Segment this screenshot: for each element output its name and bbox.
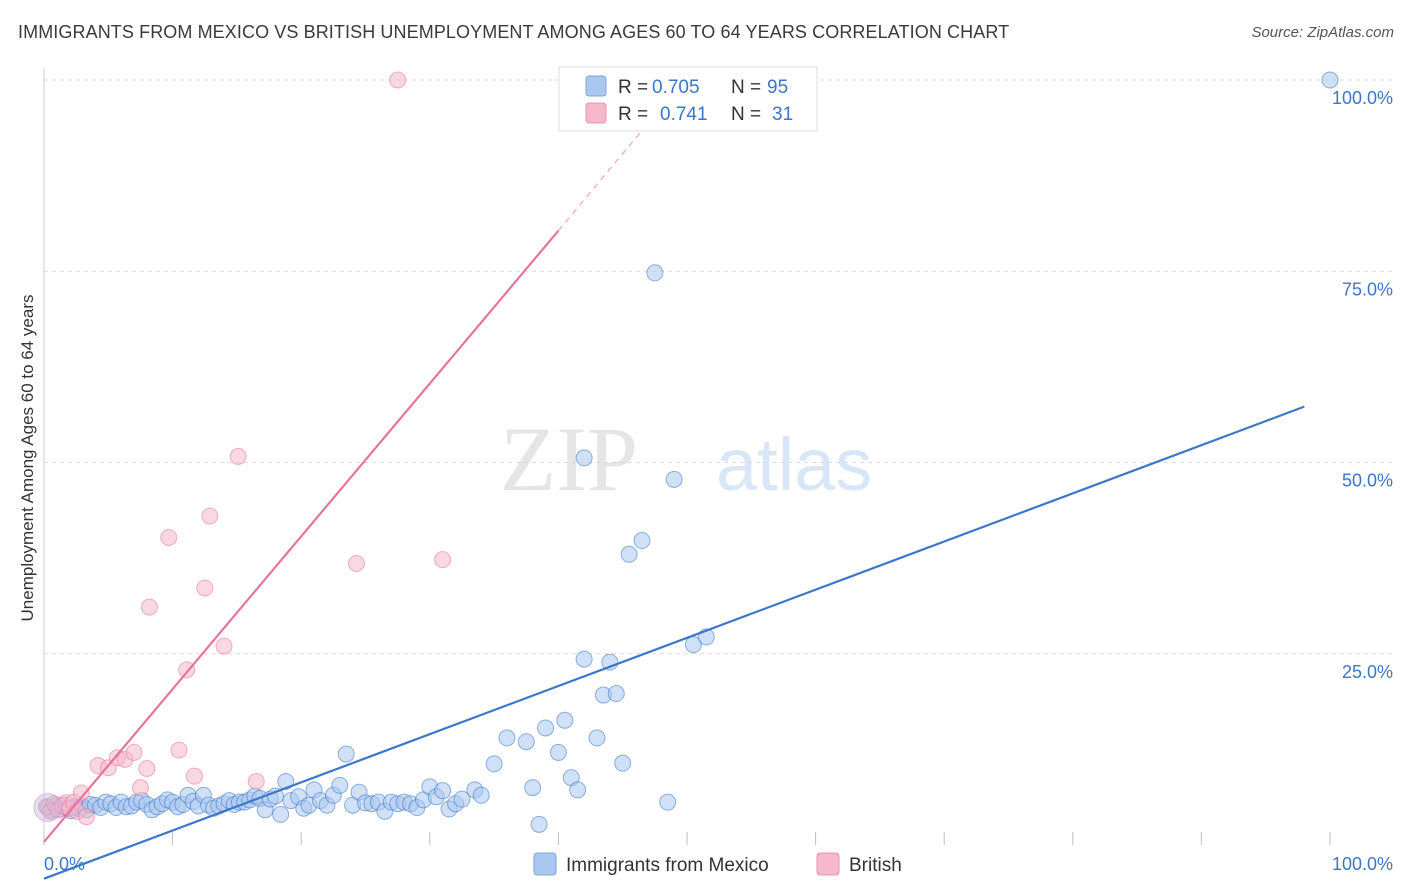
series-british <box>38 71 452 826</box>
point-mexico-91 <box>588 729 606 747</box>
legend-swatch-british <box>585 102 607 124</box>
point-british-21 <box>178 661 196 679</box>
point-mexico-83 <box>524 779 542 797</box>
y-tick-label-100: 100.0% <box>1332 88 1393 108</box>
point-mexico-86 <box>549 743 567 761</box>
point-mexico-59 <box>337 745 355 763</box>
point-mexico-103 <box>575 449 593 467</box>
trend-line-british <box>43 229 560 843</box>
point-mexico-80 <box>485 755 503 773</box>
point-british-30 <box>434 551 452 569</box>
legend-swatch-mexico <box>585 75 607 97</box>
legend-r-label-mexico: R = <box>618 77 648 98</box>
point-british-20 <box>170 741 188 759</box>
point-mexico-85 <box>537 719 555 737</box>
point-british-27 <box>247 773 265 791</box>
x-tick-label-max: 100.0% <box>1332 854 1393 874</box>
bottom-legend-label-mexico: Immigrants from Mexico <box>566 855 769 876</box>
point-british-23 <box>196 579 214 597</box>
trend-extension-british <box>557 130 643 232</box>
watermark-atlas: atlas <box>716 423 872 506</box>
point-british-10 <box>77 808 95 826</box>
point-british-17 <box>138 760 156 777</box>
bottom-legend-swatch-british <box>816 852 840 876</box>
point-mexico-77 <box>453 790 471 808</box>
point-mexico-100 <box>665 470 683 488</box>
point-british-19 <box>160 528 178 546</box>
point-mexico-97 <box>633 532 651 550</box>
point-british-9 <box>72 784 90 802</box>
source-credit: Source: ZipAtlas.com <box>1251 24 1394 41</box>
point-mexico-104 <box>1321 71 1339 89</box>
y-tick-labels: 25.0% 50.0% 75.0% 100.0% <box>1332 88 1393 682</box>
point-mexico-84 <box>530 815 548 833</box>
point-mexico-74 <box>434 782 452 800</box>
watermark-zip: ZIP <box>500 408 638 510</box>
trend-line-mexico <box>43 405 1305 880</box>
point-mexico-94 <box>607 685 625 703</box>
point-mexico-79 <box>472 786 490 804</box>
chart-title: IMMIGRANTS FROM MEXICO VS BRITISH UNEMPL… <box>18 22 1010 42</box>
legend: R = 0.705 N = 95 R = 0.741 N = 31 <box>558 66 818 132</box>
point-british-29 <box>389 71 407 89</box>
watermark: ZIP atlas <box>500 408 872 510</box>
y-axis-label: Unemployment Among Ages 60 to 64 years <box>18 295 37 622</box>
point-mexico-89 <box>569 781 587 799</box>
y-tick-label-75: 75.0% <box>1342 279 1393 299</box>
point-mexico-87 <box>556 711 574 729</box>
point-mexico-82 <box>517 733 535 751</box>
point-mexico-99 <box>659 793 677 811</box>
point-british-25 <box>215 637 233 655</box>
x-tick-label-min: 0.0% <box>44 854 85 874</box>
legend-n-value-british: 31 <box>772 104 793 125</box>
bottom-legend: Immigrants from Mexico British <box>533 852 902 876</box>
point-mexico-96 <box>620 545 638 563</box>
point-british-18 <box>140 598 158 616</box>
point-british-26 <box>229 447 247 465</box>
legend-n-label-british: N = <box>731 104 761 125</box>
point-mexico-98 <box>646 264 664 282</box>
legend-n-value-mexico: 95 <box>767 77 788 98</box>
point-british-22 <box>185 767 203 785</box>
point-cluster-origin <box>33 793 63 823</box>
point-mexico-58 <box>331 776 349 794</box>
point-british-16 <box>131 779 149 797</box>
point-british-15 <box>125 743 143 761</box>
point-mexico-81 <box>498 729 516 747</box>
point-british-24 <box>201 507 219 525</box>
data-points <box>33 71 1339 833</box>
point-british-28 <box>347 554 365 572</box>
trend-lines <box>43 130 1305 880</box>
point-mexico-48 <box>272 805 290 823</box>
legend-r-value-british: 0.741 <box>660 104 708 125</box>
gridlines <box>44 79 1395 655</box>
x-ticks: 0.0% 100.0% <box>43 832 1393 874</box>
legend-n-label-mexico: N = <box>731 77 761 98</box>
y-tick-label-50: 50.0% <box>1342 471 1393 491</box>
point-mexico-95 <box>614 754 632 772</box>
legend-r-value-mexico: 0.705 <box>652 77 700 98</box>
bottom-legend-label-british: British <box>849 855 902 876</box>
y-tick-label-25: 25.0% <box>1342 662 1393 682</box>
legend-r-label-british: R = <box>618 104 648 125</box>
bottom-legend-swatch-mexico <box>533 852 557 876</box>
point-mexico-90 <box>575 650 593 668</box>
